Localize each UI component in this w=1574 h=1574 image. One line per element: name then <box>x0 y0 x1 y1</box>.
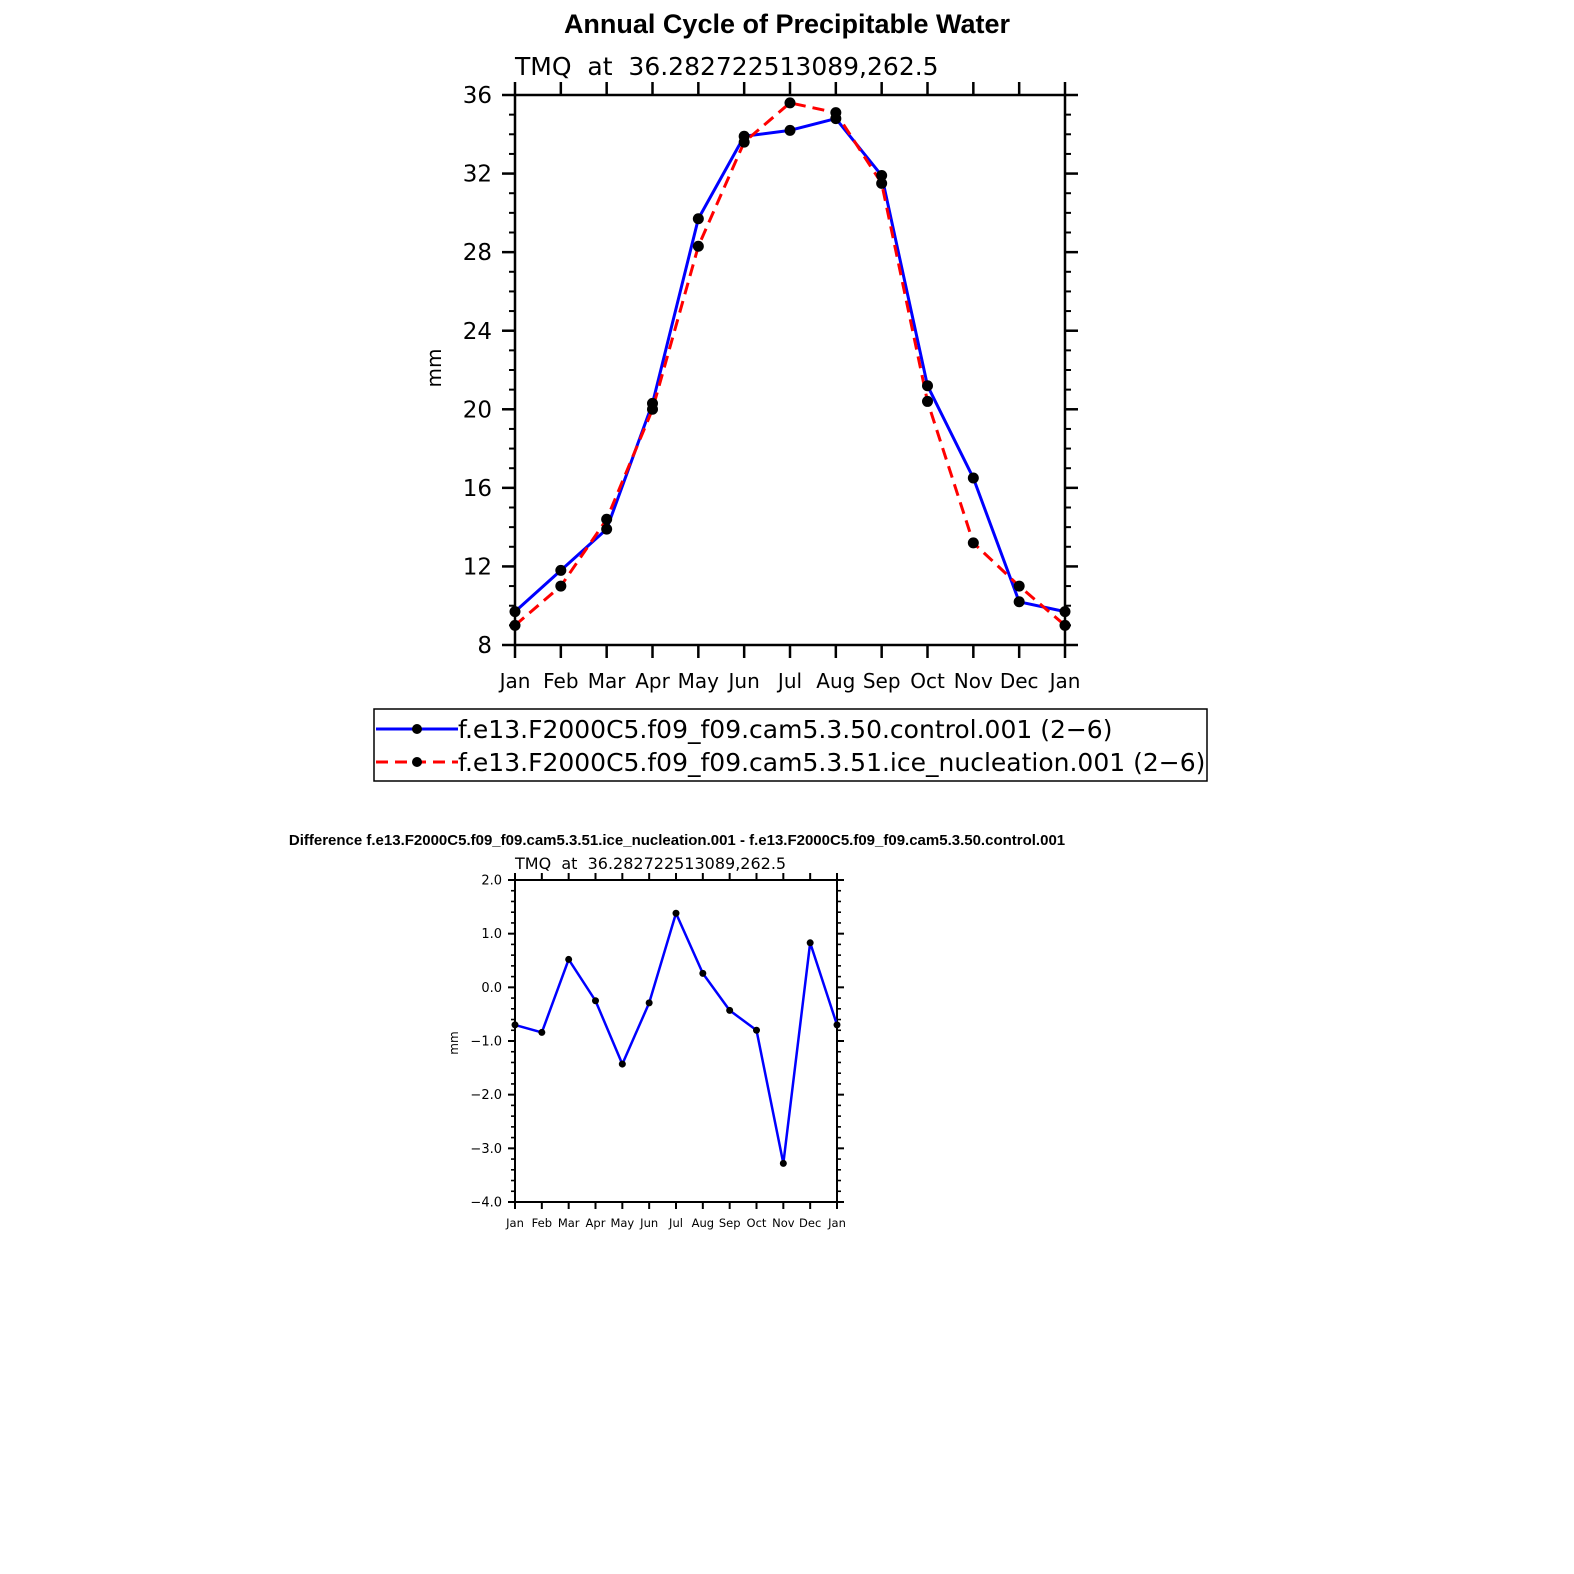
y-tick-label: 2.0 <box>481 874 502 889</box>
data-point <box>672 909 680 917</box>
data-point <box>967 472 979 484</box>
series-line-1 <box>514 101 1066 627</box>
legend-marker-ice-nucleation <box>412 757 422 767</box>
data-point <box>509 606 521 618</box>
legend-box <box>373 708 1208 782</box>
data-point <box>692 240 704 252</box>
x-tick-label: Aug <box>816 669 855 693</box>
x-tick-label: Nov <box>772 1216 795 1230</box>
x-tick-label: Aug <box>692 1216 714 1230</box>
y-tick-label: 8 <box>477 633 492 659</box>
x-tick-label: Jun <box>727 669 760 693</box>
chart-title: Annual Cycle of Precipitable Water <box>564 9 1011 39</box>
data-point <box>555 564 567 576</box>
y-tick-label: 12 <box>463 554 492 580</box>
difference-plot-area: Jan Feb Mar Apr May Jun Jul Aug Sep Oct Nov Dec Jan−… <box>470 873 846 1230</box>
data-point <box>922 380 933 392</box>
annual-cycle-chart: Annual Cycle of Precipitable Water TMQ a… <box>373 9 1208 782</box>
x-tick-label: Nov <box>954 669 993 693</box>
y-tick-label: −1.0 <box>470 1035 502 1050</box>
data-point <box>647 403 658 415</box>
x-tick-label: Apr <box>635 669 670 693</box>
data-point <box>876 170 888 182</box>
x-tick-label: Sep <box>863 669 901 693</box>
x-tick-label: Jan <box>505 1216 524 1230</box>
data-point <box>876 177 888 189</box>
difference-chart-title: Difference f.e13.F2000C5.f09_f09.cam5.3.… <box>289 832 1065 849</box>
x-tick-label: Jul <box>776 669 802 693</box>
y-tick-label: 1.0 <box>481 927 502 942</box>
y-tick-label: −2.0 <box>470 1088 502 1103</box>
difference-y-axis-label: mm <box>447 1031 461 1054</box>
data-point <box>1013 580 1025 592</box>
data-point <box>726 1006 734 1014</box>
x-tick-label: Jan <box>827 1216 846 1230</box>
x-tick-label: Mar <box>588 669 627 693</box>
series-line-0 <box>513 117 1066 614</box>
x-tick-label: Sep <box>719 1216 741 1230</box>
data-point <box>784 124 796 136</box>
plot-frame <box>514 879 838 1203</box>
data-point <box>922 395 933 407</box>
series-line-0 <box>514 912 839 1165</box>
data-point <box>601 523 613 535</box>
y-tick-label: 32 <box>463 162 492 188</box>
data-point <box>618 1060 626 1068</box>
data-point <box>1013 596 1025 608</box>
x-tick-label: Jan <box>1048 669 1081 693</box>
x-tick-label: Jun <box>639 1216 658 1230</box>
legend-label-ice-nucleation: f.e13.F2000C5.f09_f09.cam5.3.51.ice_nucl… <box>458 748 1205 777</box>
x-tick-label: Jan <box>498 669 531 693</box>
data-point <box>833 1021 841 1029</box>
data-point <box>692 213 704 225</box>
data-point <box>699 969 707 977</box>
data-point <box>784 97 796 109</box>
x-tick-label: Oct <box>747 1216 767 1230</box>
data-point <box>601 513 613 525</box>
data-point <box>538 1028 546 1036</box>
data-point <box>509 619 521 631</box>
y-tick-label: 36 <box>463 83 492 109</box>
y-tick-label: −4.0 <box>470 1196 502 1211</box>
x-tick-label: Jul <box>668 1216 683 1230</box>
data-point <box>753 1026 760 1034</box>
y-tick-label: 20 <box>463 397 492 423</box>
data-point <box>1059 606 1071 618</box>
chart-subtitle: TMQ at 36.282722513089,262.5 <box>514 52 939 81</box>
difference-chart-subtitle: TMQ at 36.282722513089,262.5 <box>514 854 786 873</box>
data-point <box>645 999 653 1007</box>
difference-chart: Difference f.e13.F2000C5.f09_f09.cam5.3.… <box>289 832 1065 1230</box>
data-point <box>830 107 842 119</box>
data-point <box>511 1021 519 1029</box>
x-tick-label: May <box>678 669 720 693</box>
data-point <box>738 136 750 148</box>
data-point <box>592 997 599 1005</box>
x-tick-label: Feb <box>532 1216 552 1230</box>
legend: f.e13.F2000C5.f09_f09.cam5.3.50.control.… <box>373 708 1208 782</box>
x-tick-label: Apr <box>586 1216 606 1230</box>
x-tick-label: May <box>610 1216 634 1230</box>
y-axis-label: mm <box>422 349 446 388</box>
data-point <box>1059 619 1071 631</box>
data-point <box>779 1159 787 1167</box>
legend-marker-control <box>412 724 422 734</box>
data-point <box>806 939 814 947</box>
data-point <box>555 580 567 592</box>
y-tick-label: 24 <box>463 319 492 345</box>
y-tick-label: 28 <box>463 240 492 266</box>
y-tick-label: 16 <box>463 476 492 502</box>
y-tick-label: −3.0 <box>470 1142 502 1157</box>
x-tick-label: Dec <box>799 1216 821 1230</box>
x-tick-label: Mar <box>558 1216 580 1230</box>
y-tick-label: 0.0 <box>481 981 502 996</box>
x-tick-label: Dec <box>1000 669 1039 693</box>
x-tick-label: Oct <box>910 669 945 693</box>
data-point <box>565 955 573 963</box>
plot-frame <box>513 93 1067 647</box>
plot-area: Jan Feb Mar Apr May Jun Jul Aug Sep Oct Nov Dec Jan8… <box>463 82 1081 693</box>
data-point <box>967 537 979 549</box>
legend-label-control: f.e13.F2000C5.f09_f09.cam5.3.50.control.… <box>458 715 1112 744</box>
x-tick-label: Feb <box>543 669 578 693</box>
